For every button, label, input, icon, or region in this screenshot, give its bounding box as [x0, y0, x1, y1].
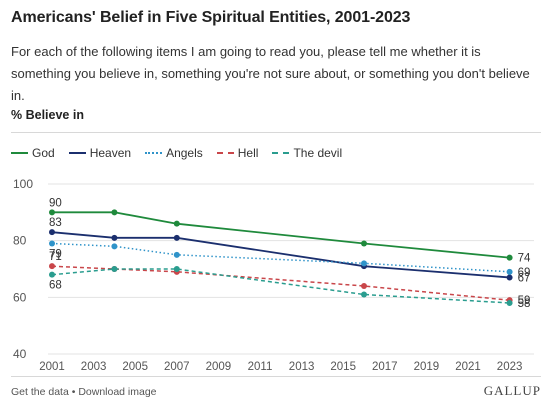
x-tick-label: 2007 — [164, 361, 190, 373]
x-tick-label: 2001 — [39, 361, 65, 373]
legend-swatch — [216, 152, 234, 154]
data-point-god — [49, 209, 55, 216]
legend-item-god[interactable]: God — [11, 146, 55, 160]
chart-subtitle: For each of the following items I am goi… — [11, 44, 530, 103]
data-point-god — [111, 209, 118, 216]
data-point-god — [173, 220, 180, 227]
chart-legend: God Heaven Angels Hell The devil — [11, 146, 356, 160]
data-point-the-devil — [111, 266, 118, 272]
gallup-logo: GALLUP — [483, 383, 541, 398]
x-tick-label: 2015 — [330, 361, 356, 373]
legend-swatch — [145, 152, 163, 154]
x-tick-label: 2005 — [122, 361, 148, 373]
data-label-hell: 59 — [518, 295, 531, 307]
legend-item-the-devil[interactable]: The devil — [272, 146, 342, 160]
data-label-angels: 79 — [49, 249, 62, 261]
data-point-angels — [506, 268, 513, 275]
x-tick-label: 2011 — [248, 361, 273, 373]
data-point-hell — [361, 283, 367, 289]
series-line-angels — [51, 242, 510, 273]
data-point-god — [361, 240, 367, 247]
y-tick-label: 80 — [13, 234, 27, 248]
y-axis-label: % Believe in — [11, 108, 84, 122]
x-tick-label: 2021 — [455, 361, 481, 373]
data-point-angels — [361, 260, 367, 267]
x-tick-label: 2009 — [206, 361, 232, 373]
data-point-heaven — [506, 274, 513, 281]
data-label-god: 74 — [518, 253, 531, 265]
legend-item-hell[interactable]: Hell — [216, 146, 259, 160]
x-tick-label: 2023 — [497, 361, 523, 373]
get-data-link[interactable]: Get the data — [11, 386, 69, 398]
legend-swatch — [272, 152, 290, 154]
footer-links: Get the data • Download image — [11, 386, 157, 398]
chart-title: Americans' Belief in Five Spiritual Enti… — [11, 9, 411, 26]
download-image-link[interactable]: Download image — [78, 386, 157, 398]
data-label-angels: 69 — [518, 267, 531, 279]
series-line-god — [52, 211, 510, 259]
legend-label: The devil — [293, 146, 343, 160]
data-label-heaven: 67 — [518, 273, 531, 285]
y-tick-label: 100 — [13, 177, 33, 191]
data-label-hell: 71 — [49, 251, 62, 263]
data-point-god — [506, 254, 513, 261]
data-point-heaven — [111, 234, 118, 241]
legend-swatch — [68, 152, 86, 154]
legend-label: God — [32, 146, 55, 160]
y-tick-label: 40 — [13, 347, 27, 361]
legend-item-angels[interactable]: Angels — [145, 146, 203, 160]
y-tick-label: 60 — [13, 290, 27, 304]
data-label-the-devil: 58 — [518, 298, 531, 310]
x-tick-label: 2019 — [414, 361, 440, 373]
data-label-the-devil: 68 — [49, 280, 62, 292]
x-tick-label: 2013 — [289, 361, 315, 373]
legend-label: Hell — [237, 146, 259, 160]
data-label-heaven: 83 — [49, 217, 62, 229]
data-point-angels — [49, 240, 55, 247]
legend-label: Angels — [166, 146, 203, 160]
data-point-angels — [173, 251, 180, 258]
x-tick-label: 2003 — [81, 361, 107, 373]
data-label-god: 90 — [49, 197, 62, 209]
data-point-the-devil — [173, 266, 180, 272]
footer-separator: • — [68, 386, 79, 398]
data-point-the-devil — [361, 291, 367, 298]
legend-swatch — [11, 152, 28, 154]
legend-item-heaven[interactable]: Heaven — [68, 146, 132, 160]
data-point-the-devil — [49, 271, 55, 278]
data-point-heaven — [173, 234, 180, 241]
line-chart: 40 60 80 100 2001 2003 2005 2007 2009 2011 2013 201… — [13, 177, 534, 373]
data-point-the-devil — [506, 300, 513, 306]
series-line-the-devil — [51, 268, 510, 304]
data-point-angels — [111, 243, 118, 250]
header-divider — [11, 132, 541, 133]
x-tick-label: 2017 — [372, 361, 398, 373]
legend-label: Heaven — [89, 146, 132, 160]
data-point-heaven — [49, 229, 55, 236]
footer-divider — [11, 376, 541, 377]
data-point-hell — [49, 263, 55, 270]
series-line-heaven — [51, 231, 510, 279]
